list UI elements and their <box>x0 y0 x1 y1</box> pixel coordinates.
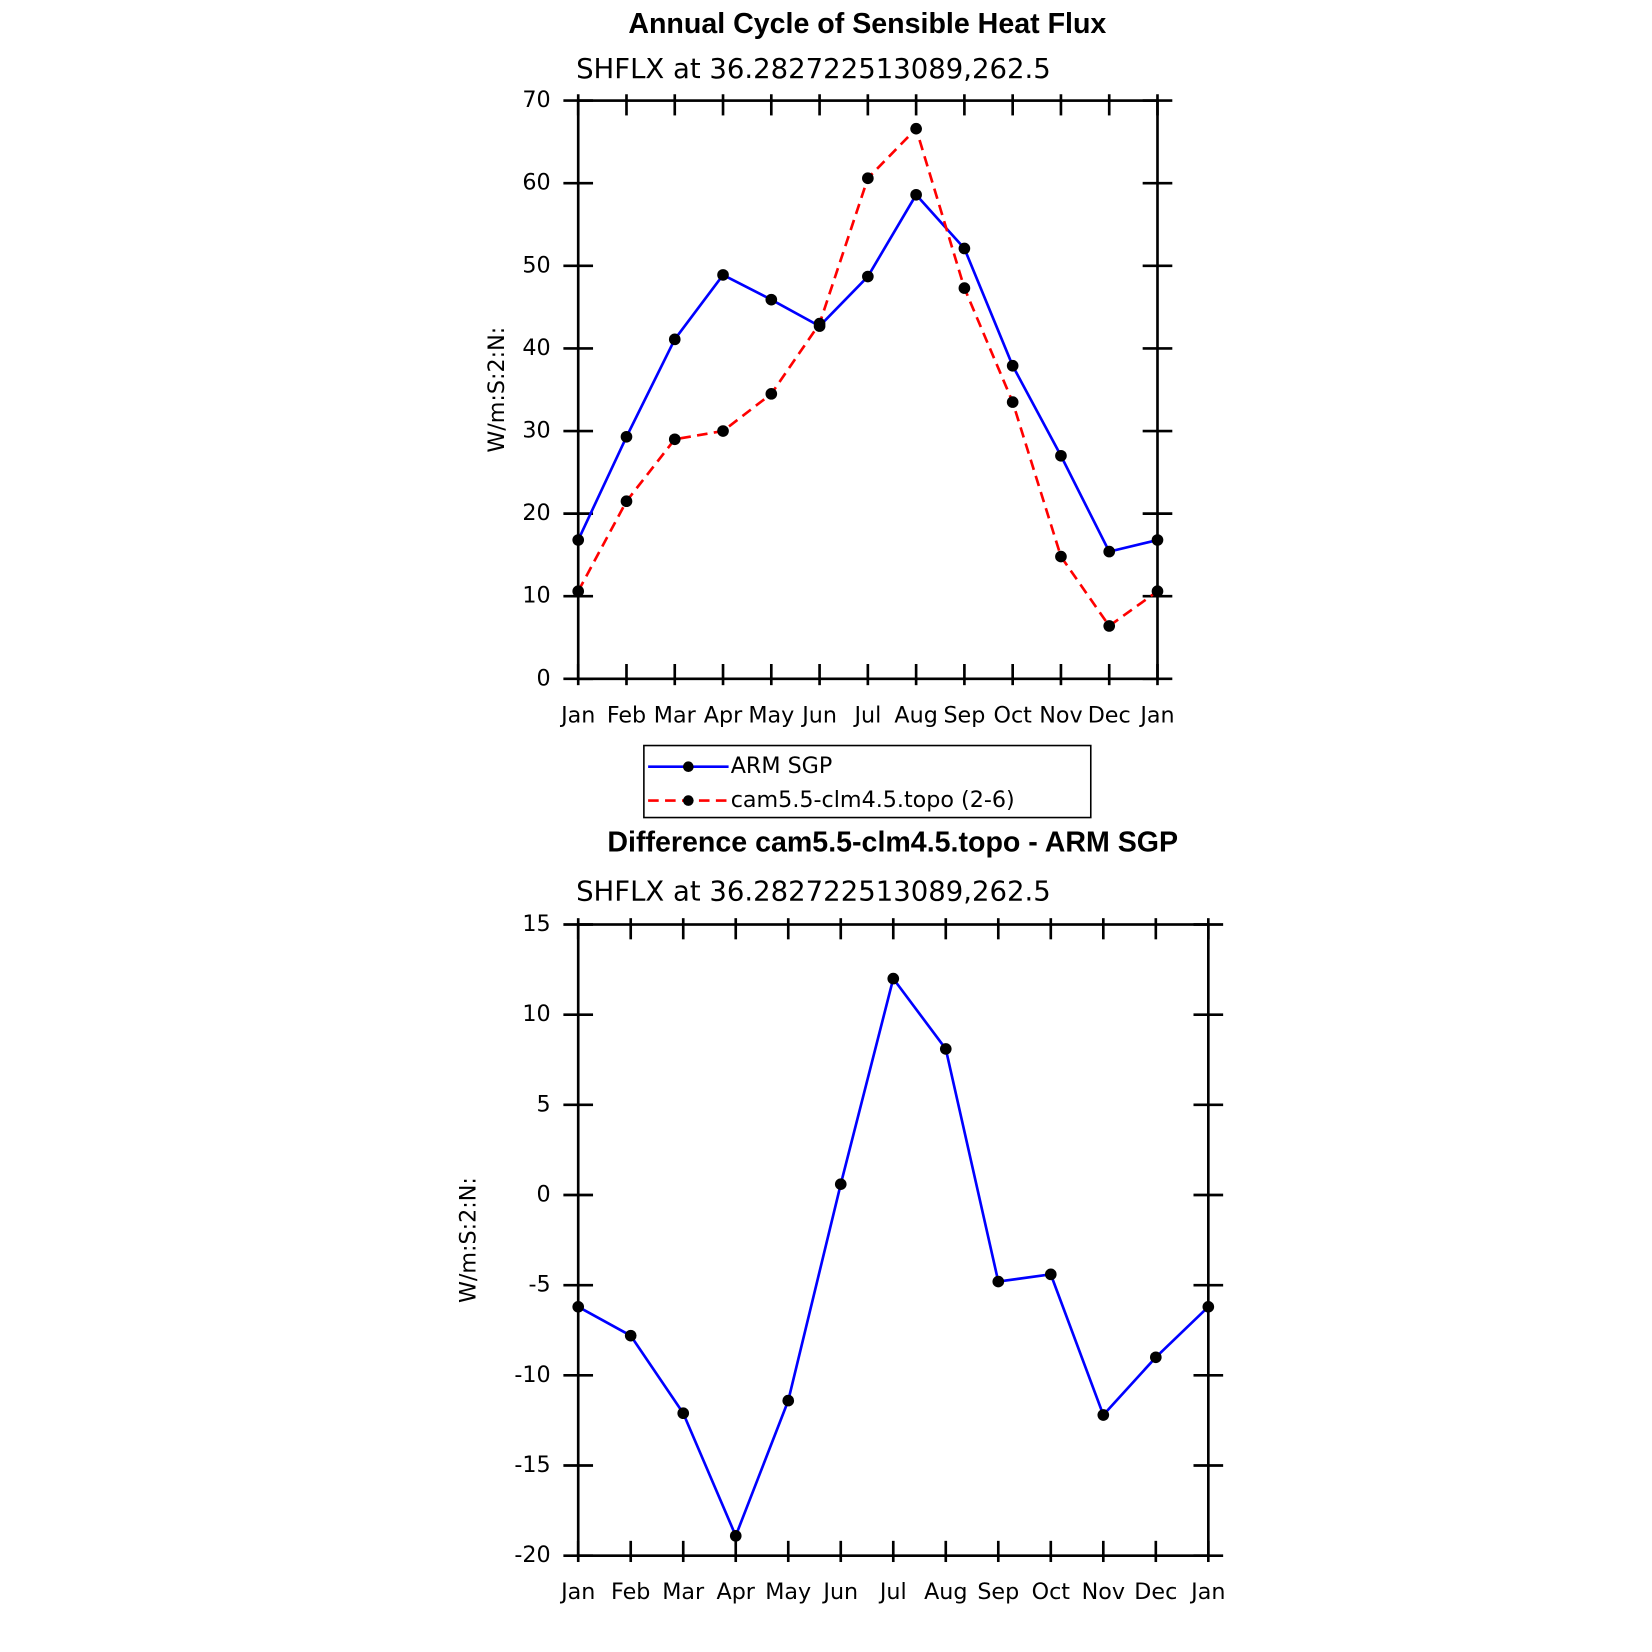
data-point <box>1149 1351 1162 1364</box>
data-point <box>668 333 681 346</box>
data-point <box>834 1178 847 1191</box>
y-tick-label: 10 <box>522 583 550 609</box>
x-tick-label: Oct <box>1032 1579 1071 1605</box>
x-tick-label: Jul <box>878 1579 907 1605</box>
plot-frame <box>576 99 1159 681</box>
x-tick-label: Oct <box>993 702 1032 728</box>
x-tick-label: Nov <box>1082 1579 1125 1605</box>
data-point <box>624 1329 637 1342</box>
data-point <box>668 433 681 446</box>
y-axis-label: W/m:S:2:N: <box>484 327 510 453</box>
legend-box <box>643 744 1092 819</box>
data-point <box>958 242 971 255</box>
data-point <box>1055 449 1067 462</box>
data-point <box>572 1300 585 1313</box>
y-tick-label: 60 <box>522 170 550 196</box>
chart-subtitle: SHFLX at 36.282722513089,262.5 <box>576 876 1051 908</box>
legend-label: ARM SGP <box>731 753 833 779</box>
y-tick-label: 10 <box>522 1001 550 1027</box>
x-tick-label: Apr <box>704 702 743 728</box>
x-tick-label: Sep <box>977 1579 1019 1605</box>
data-point <box>572 585 585 598</box>
data-point <box>765 293 778 306</box>
y-tick-label: 0 <box>537 1182 551 1208</box>
x-tick-label: Jan <box>1189 1579 1225 1605</box>
plot-frame <box>576 923 1210 1557</box>
x-tick-label: Feb <box>607 702 646 728</box>
data-point <box>813 317 826 330</box>
data-point <box>862 270 874 283</box>
x-tick-label: Jul <box>852 702 881 728</box>
x-tick-label: Jun <box>821 1579 858 1605</box>
legend-marker <box>683 761 694 773</box>
x-tick-label: Jan <box>559 702 595 728</box>
y-axis-label: W/m:S:2:N: <box>456 1177 482 1303</box>
chart-title: Difference cam5.5-clm4.5.topo - ARM SGP <box>607 827 1178 859</box>
data-point <box>717 425 729 437</box>
y-tick-label: 40 <box>522 335 550 361</box>
data-point <box>910 188 922 201</box>
x-tick-label: May <box>748 702 794 728</box>
data-point <box>887 972 900 985</box>
data-point <box>677 1407 690 1420</box>
legend-marker <box>683 795 694 806</box>
chart-title: Annual Cycle of Sensible Heat Flux <box>628 8 1106 40</box>
y-tick-label: -10 <box>514 1362 550 1388</box>
y-tick-label: 15 <box>522 911 550 937</box>
data-point <box>1202 1300 1215 1313</box>
data-point <box>1097 1409 1110 1421</box>
data-point <box>958 282 971 294</box>
y-tick-label: 50 <box>522 252 550 278</box>
series-line <box>577 192 1158 554</box>
legend-label: cam5.5-clm4.5.topo (2-6) <box>731 787 1015 813</box>
data-point <box>1006 396 1019 408</box>
data-point <box>717 269 729 281</box>
y-tick-label: -20 <box>514 1542 550 1568</box>
x-tick-label: Feb <box>611 1579 650 1605</box>
series-line <box>577 126 1159 628</box>
x-tick-label: Apr <box>717 1579 756 1605</box>
data-point <box>1055 550 1067 563</box>
data-point <box>620 495 633 508</box>
series-line <box>577 975 1210 1540</box>
data-point <box>572 534 585 546</box>
data-point <box>939 1043 952 1055</box>
x-tick-label: Jan <box>559 1579 595 1605</box>
y-tick-label: -5 <box>529 1272 551 1298</box>
data-point <box>1103 545 1116 558</box>
data-point <box>620 430 633 443</box>
data-point <box>910 122 922 135</box>
canvas: Annual Cycle of Sensible Heat Flux SHFLX … <box>456 8 1226 1605</box>
y-tick-label: 20 <box>522 500 550 526</box>
y-tick-label: 70 <box>522 87 550 113</box>
x-tick-label: Dec <box>1134 1579 1177 1605</box>
data-point <box>1103 620 1116 632</box>
y-tick-label: -15 <box>514 1452 550 1478</box>
data-point <box>782 1394 795 1407</box>
x-tick-label: Aug <box>924 1579 967 1605</box>
x-tick-label: Mar <box>662 1579 705 1605</box>
chart-subtitle: SHFLX at 36.282722513089,262.5 <box>576 53 1051 85</box>
data-point <box>1006 359 1019 372</box>
y-tick-label: 30 <box>522 418 550 444</box>
data-point <box>1151 534 1164 546</box>
y-tick-label: 0 <box>537 665 551 691</box>
data-point <box>765 388 778 400</box>
x-tick-label: Dec <box>1088 702 1131 728</box>
x-tick-label: Jun <box>800 702 837 728</box>
y-tick-label: 5 <box>537 1091 551 1117</box>
x-tick-label: Jan <box>1138 702 1174 728</box>
data-point <box>1151 585 1164 598</box>
data-point <box>862 172 874 185</box>
x-tick-label: Nov <box>1039 702 1082 728</box>
x-tick-label: Sep <box>943 702 985 728</box>
data-point <box>1044 1268 1057 1281</box>
data-point <box>992 1275 1005 1288</box>
x-tick-label: Aug <box>894 702 937 728</box>
x-tick-label: May <box>765 1579 811 1605</box>
data-point <box>729 1530 742 1542</box>
x-tick-label: Mar <box>654 702 697 728</box>
